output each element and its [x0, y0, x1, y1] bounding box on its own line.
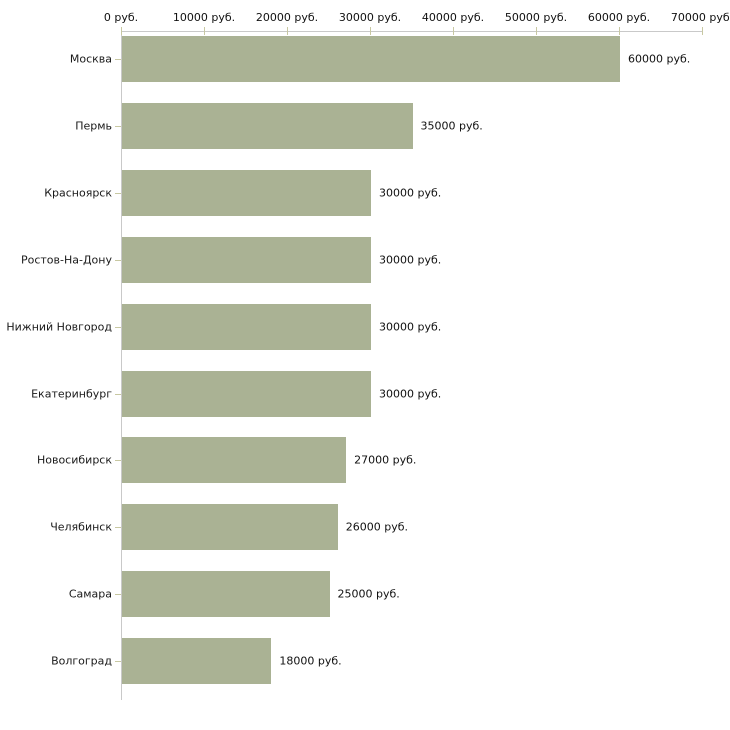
y-axis-tick — [115, 326, 121, 328]
category-label: Самара — [68, 587, 112, 601]
category-label: Ростов-На-Дону — [20, 253, 112, 267]
y-axis-tick — [115, 594, 121, 596]
x-axis-tick-label: 30000 руб. — [338, 11, 402, 24]
x-axis-tick-label: 40000 руб. — [421, 11, 485, 24]
y-axis-tick — [115, 393, 121, 395]
y-axis-tick — [115, 192, 121, 194]
x-axis-tick — [453, 27, 454, 35]
y-axis-tick — [115, 59, 121, 60]
value-label: 27000 руб. — [354, 453, 417, 467]
bar-екатеринбург — [122, 370, 371, 417]
x-axis-tick-label: 0 руб. — [103, 11, 139, 24]
value-label: 26000 руб. — [345, 520, 409, 534]
category-label: Красноярск — [44, 186, 112, 200]
x-axis-tick-label: 20000 руб. — [255, 11, 319, 24]
x-axis-tick — [702, 27, 703, 35]
x-axis-tick-label: 70000 руб. — [670, 11, 730, 24]
y-axis-tick — [115, 460, 121, 462]
category-label: Волгоград — [51, 654, 112, 668]
category-label: Екатеринбург — [31, 387, 112, 400]
category-label: Нижний Новгород — [6, 320, 112, 334]
bar-москва — [122, 36, 620, 82]
y-axis-tick — [115, 125, 121, 127]
value-label: 18000 руб. — [279, 654, 342, 668]
x-axis-tick — [121, 27, 122, 35]
bar-нижний-новгород — [122, 303, 371, 350]
bar-ростов-на-дону — [122, 236, 371, 283]
x-axis-tick — [536, 27, 537, 35]
y-axis-tick — [115, 661, 121, 663]
y-axis-tick — [115, 527, 121, 529]
x-axis-tick — [204, 27, 205, 35]
value-label: 30000 руб. — [379, 320, 442, 334]
bar-красноярск — [122, 169, 371, 216]
bar-пермь — [122, 102, 413, 149]
x-axis-tick-label: 50000 руб. — [504, 11, 568, 24]
plot-area — [121, 31, 702, 700]
bar-челябинск — [122, 504, 338, 551]
bar-новосибирск — [122, 437, 347, 484]
value-label: 30000 руб. — [379, 186, 442, 200]
x-axis-tick — [619, 27, 620, 35]
category-label: Пермь — [75, 119, 112, 133]
x-axis-tick — [370, 27, 371, 35]
value-label: 30000 руб. — [379, 253, 442, 267]
x-axis-tick — [287, 27, 288, 35]
value-label: 60000 руб. — [628, 52, 691, 66]
y-axis-tick — [115, 259, 121, 261]
value-label: 30000 руб. — [379, 387, 442, 400]
value-label: 25000 руб. — [337, 587, 400, 601]
bar-волгоград — [122, 638, 272, 685]
x-axis-tick-label: 60000 руб. — [587, 11, 651, 24]
x-axis-tick-label: 10000 руб. — [172, 11, 236, 24]
value-label: 35000 руб. — [420, 119, 483, 133]
bar-самара — [122, 571, 330, 618]
category-label: Челябинск — [50, 520, 112, 534]
category-label: Москва — [69, 52, 112, 66]
category-label: Новосибирск — [36, 453, 112, 467]
